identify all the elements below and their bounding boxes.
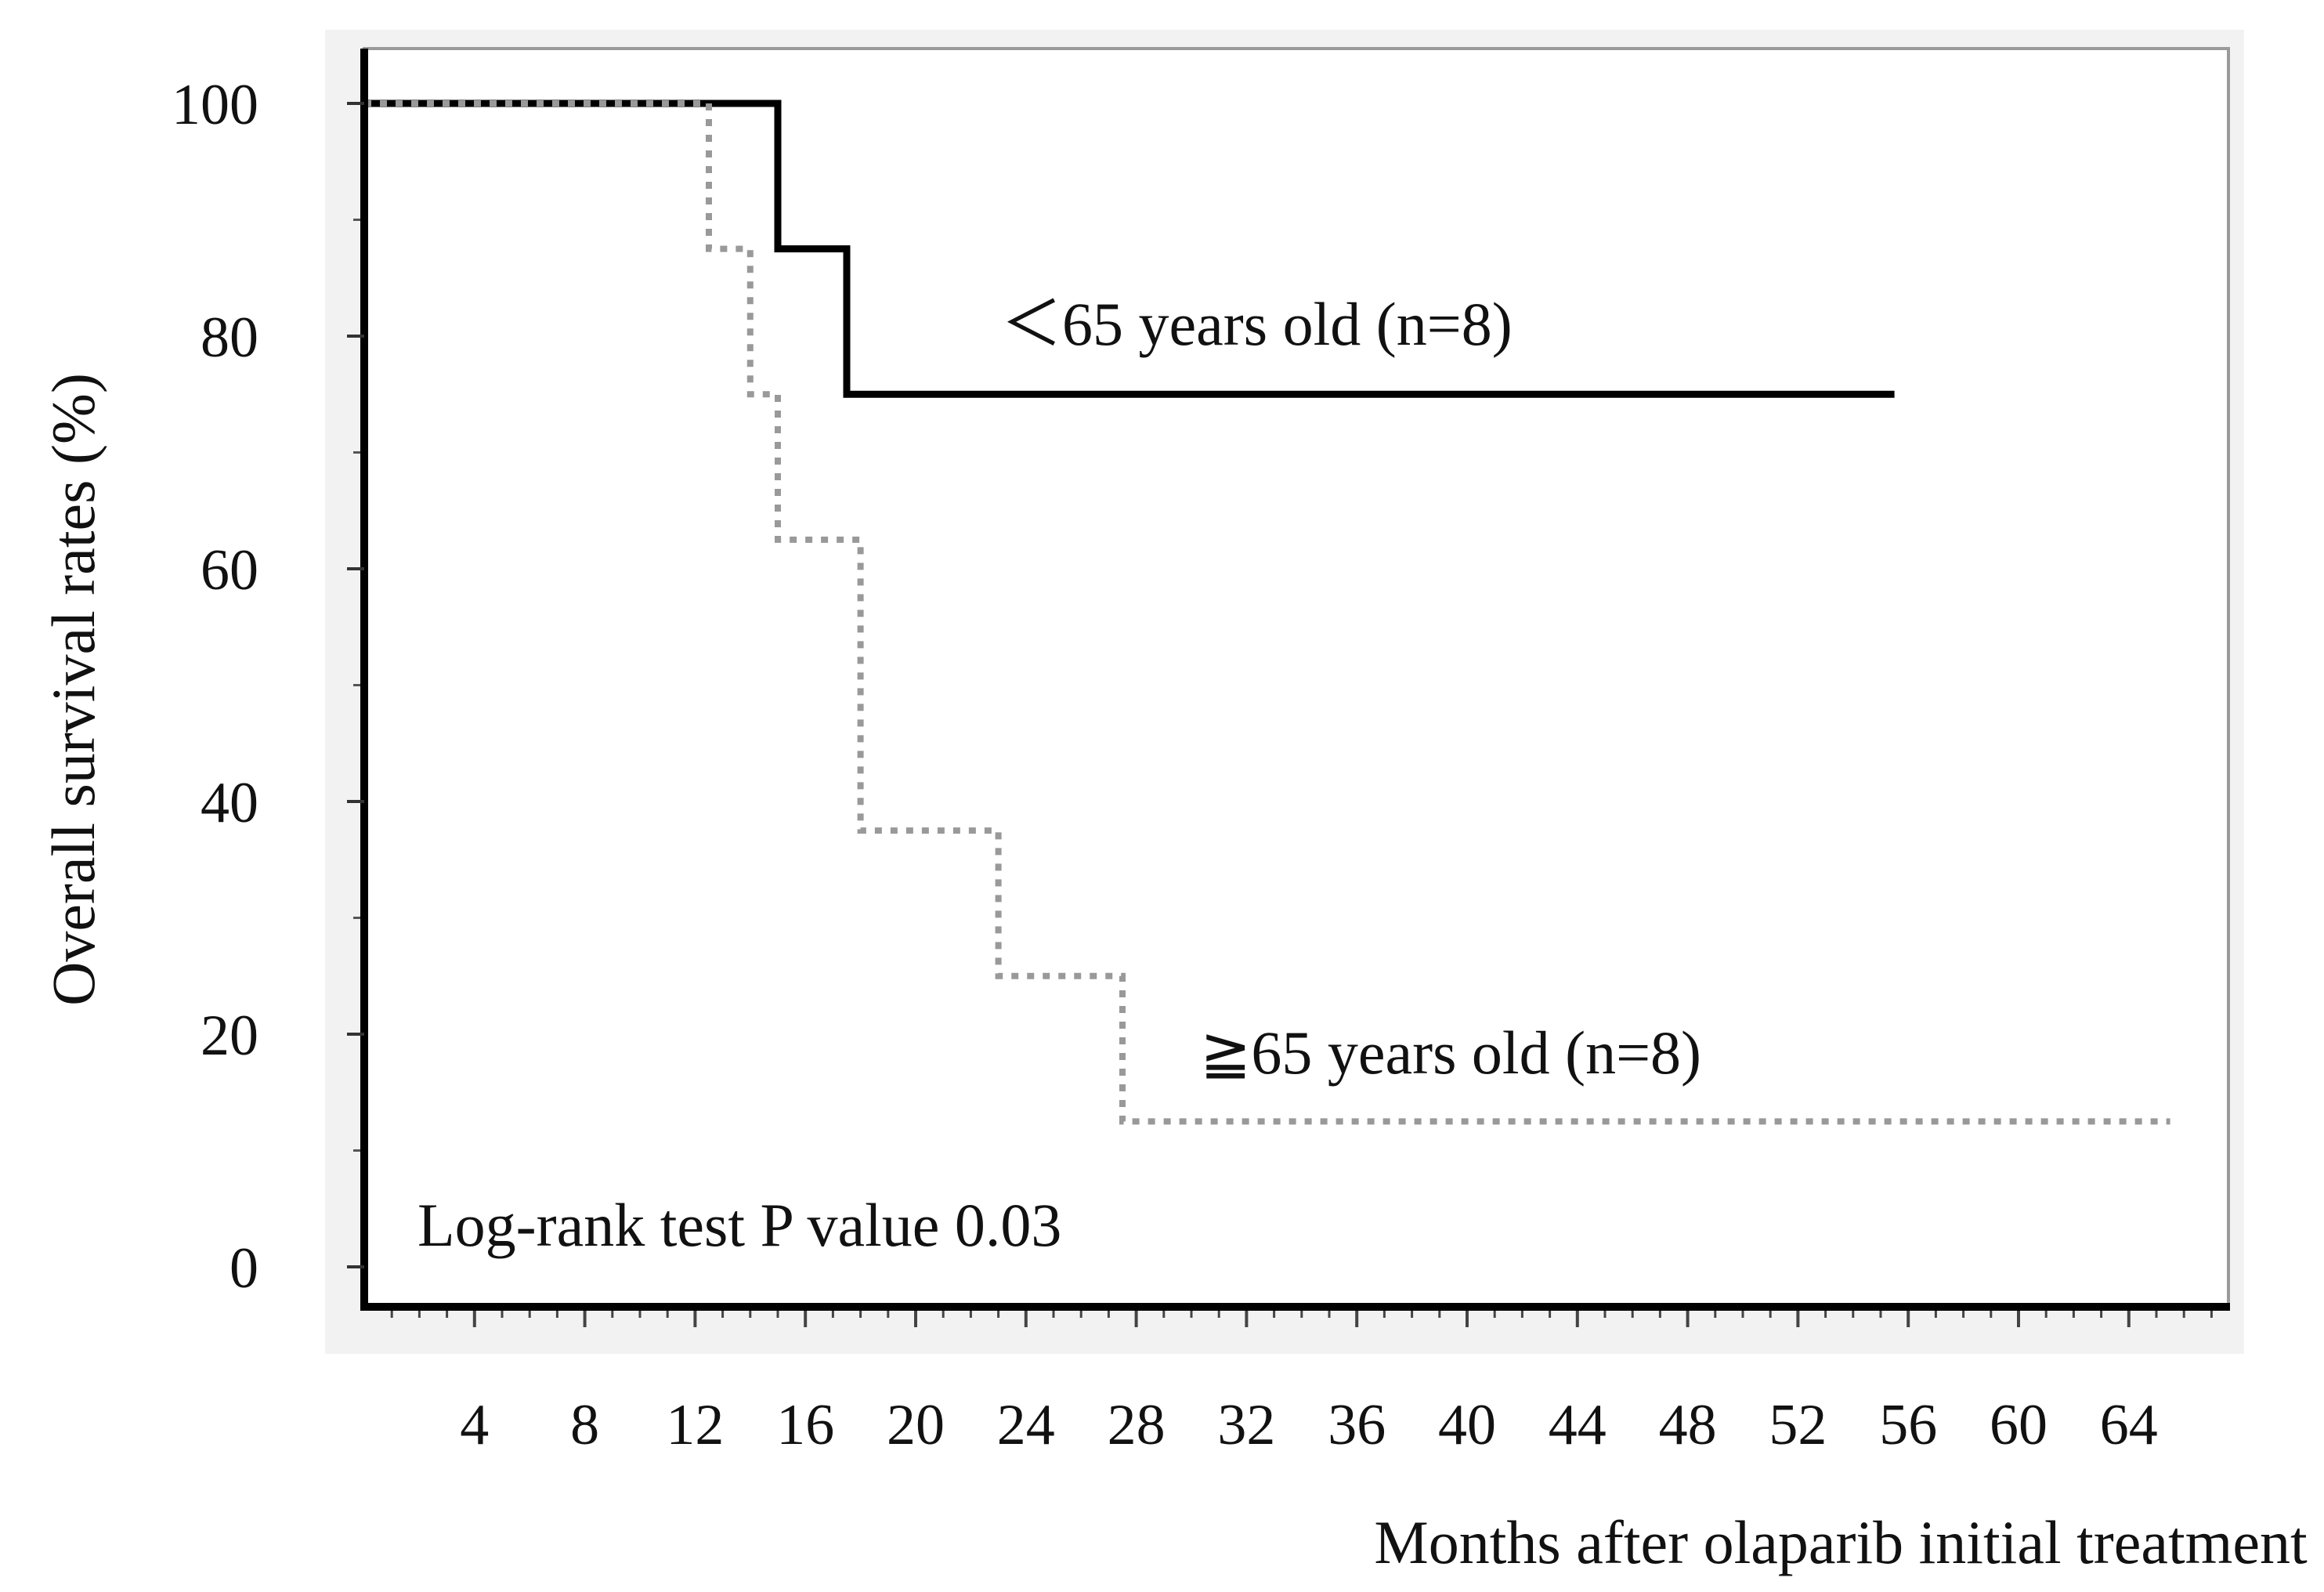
log-rank-annotation: Log-rank test P value 0.03: [417, 1191, 1061, 1259]
y-tick-label: 60: [201, 538, 258, 602]
series-label-65-and-over: ≧65 years old (n=8): [1200, 1019, 1701, 1087]
x-tick-label: 12: [666, 1393, 724, 1457]
x-axis-title: Months after olaparib initial treatment: [1374, 1508, 2308, 1576]
series-layer: [364, 100, 2170, 1125]
y-tick-labels: 0 20 40 60 80 100: [172, 73, 364, 1301]
y-tick-label: 100: [172, 73, 258, 137]
plot-frame: [363, 47, 2230, 1308]
x-tick-label: 64: [2100, 1393, 2158, 1457]
x-tick-label: 40: [1438, 1393, 1496, 1457]
y-tick-label: 20: [201, 1004, 258, 1068]
x-tick-label: 52: [1769, 1393, 1827, 1457]
series-label-under-65: ＜65 years old (n=8): [1001, 290, 1513, 358]
x-tick-label: 48: [1659, 1393, 1717, 1457]
x-tick-label: 20: [887, 1393, 945, 1457]
y-tick-label: 40: [201, 771, 258, 835]
y-tick-label: 80: [201, 306, 258, 370]
x-tick-label: 4: [460, 1393, 489, 1457]
x-tick-label: 24: [997, 1393, 1055, 1457]
x-tick-label: 56: [1879, 1393, 1937, 1457]
x-tick-label: 36: [1328, 1393, 1386, 1457]
x-tick-labels: 4 8 12 16 20 24 28 32 36 40 44 48 52 56 60 64: [460, 1393, 2158, 1457]
x-tick-label: 32: [1217, 1393, 1275, 1457]
y-tick-label: 0: [230, 1236, 258, 1301]
x-tick-label: 28: [1108, 1393, 1166, 1457]
x-tick-label: 8: [570, 1393, 599, 1457]
x-tick-label: 44: [1549, 1393, 1607, 1457]
y-axis-title: Overall survival rates (%): [39, 373, 107, 1006]
x-tick-label: 16: [776, 1393, 834, 1457]
x-tick-label: 60: [1990, 1393, 2048, 1457]
